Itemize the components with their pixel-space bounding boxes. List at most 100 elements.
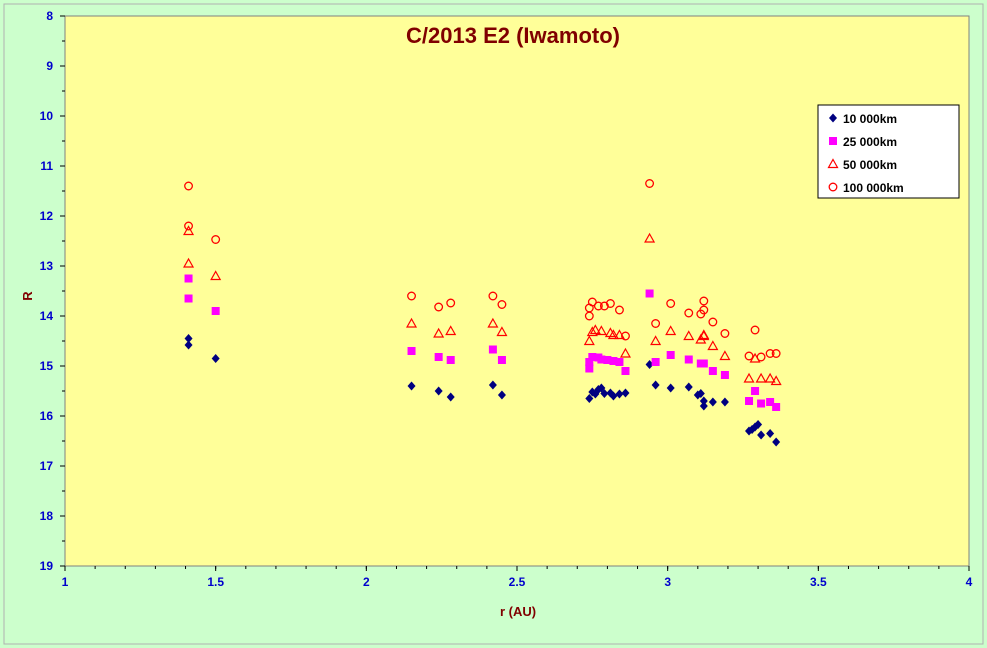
data-point: [183, 225, 195, 236]
legend-box: [817, 104, 960, 199]
y-tick-label: 13: [40, 259, 54, 273]
series-triangle: [183, 225, 782, 386]
data-point: [766, 398, 775, 406]
data-point: [497, 300, 507, 309]
data-point: [497, 356, 506, 364]
y-tick-label: 17: [40, 459, 54, 473]
chart-border: [3, 3, 984, 645]
data-point: [211, 235, 221, 244]
legend-marker: [827, 158, 839, 169]
data-point: [708, 367, 717, 375]
data-point: [607, 329, 619, 340]
data-point: [184, 334, 193, 343]
chart-title: C/2013 E2 (Iwamoto): [406, 23, 620, 48]
data-point: [184, 181, 193, 191]
series-diamond: [184, 334, 781, 447]
data-point: [698, 330, 710, 341]
data-point: [488, 291, 498, 301]
series-square: [184, 274, 781, 411]
data-point: [183, 257, 195, 268]
data-point: [650, 335, 662, 346]
data-point: [699, 396, 708, 406]
data-point: [488, 380, 497, 390]
data-point: [765, 349, 775, 358]
data-point: [603, 356, 612, 364]
data-point: [593, 301, 603, 311]
data-point: [597, 355, 606, 364]
data-point: [766, 429, 775, 438]
data-point: [666, 351, 675, 359]
data-point: [772, 403, 781, 411]
data-point: [184, 221, 193, 231]
x-tick-label: 2: [363, 575, 370, 589]
data-point: [772, 437, 781, 447]
data-point: [445, 325, 457, 336]
data-point: [720, 397, 729, 407]
data-point: [588, 353, 597, 361]
data-point: [683, 330, 695, 341]
data-point: [621, 367, 630, 375]
data-point: [496, 326, 508, 337]
data-point: [184, 294, 193, 303]
data-point: [184, 340, 193, 350]
data-point: [609, 391, 618, 401]
x-tick-label: 2.5: [509, 575, 526, 589]
data-point: [645, 289, 654, 298]
data-point: [615, 305, 624, 315]
data-point: [684, 355, 693, 364]
data-point: [745, 397, 754, 405]
y-tick-label: 9: [46, 59, 53, 73]
y-tick-label: 12: [40, 209, 54, 223]
data-point: [585, 358, 594, 366]
data-points: [183, 179, 782, 447]
data-point: [665, 325, 677, 336]
y-tick-label: 18: [40, 509, 54, 523]
data-point: [585, 364, 594, 373]
legend: 10 000km 25 000km 50 000km 100 000km: [817, 104, 960, 199]
plot-area: [64, 15, 970, 567]
data-point: [764, 372, 776, 383]
data-point: [707, 340, 719, 351]
data-point: [585, 394, 594, 403]
data-point: [446, 392, 455, 402]
data-point: [720, 329, 730, 338]
data-point: [770, 375, 782, 386]
data-point: [434, 353, 443, 361]
data-point: [699, 305, 709, 315]
legend-label: 25 000km: [843, 135, 897, 149]
y-tick-label: 15: [40, 359, 54, 373]
data-point: [771, 349, 781, 358]
y-axis-label: R: [20, 291, 35, 301]
data-point: [488, 345, 497, 354]
data-point: [407, 381, 416, 391]
data-point: [589, 324, 601, 335]
legend-marker: [829, 113, 837, 123]
data-point: [211, 307, 220, 315]
data-point: [434, 302, 444, 312]
x-tick-label: 3: [664, 575, 671, 589]
legend-label: 50 000km: [843, 158, 897, 172]
y-tick-label: 19: [40, 559, 54, 573]
data-point: [586, 326, 598, 337]
data-point: [645, 360, 654, 369]
data-point: [619, 347, 632, 358]
axes: 8 9 10 11 12 13 14 15 16 17 18 19 1 1.5 2 2.5 3 3.5 4: [40, 9, 973, 589]
data-point: [583, 335, 595, 346]
legend-marker: [828, 182, 838, 192]
data-point: [744, 351, 754, 361]
data-point: [651, 358, 660, 366]
data-point: [621, 331, 630, 341]
data-point: [696, 389, 705, 398]
data-point: [651, 319, 661, 328]
data-point: [743, 372, 755, 383]
x-tick-label: 1: [62, 575, 69, 589]
data-point: [184, 274, 193, 283]
data-point: [600, 389, 609, 398]
data-point: [406, 317, 418, 328]
data-point: [615, 389, 624, 399]
data-point: [699, 401, 708, 411]
data-point: [756, 352, 766, 362]
data-point: [487, 317, 499, 328]
data-point: [750, 325, 760, 335]
